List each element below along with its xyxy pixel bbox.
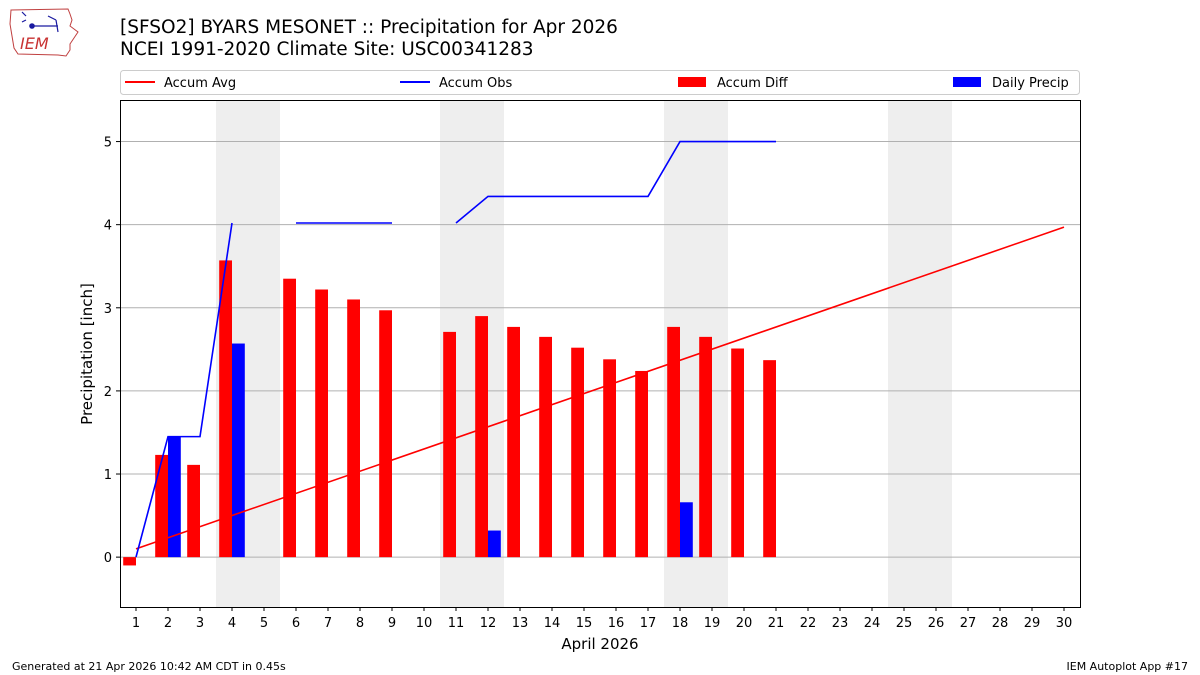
accum-diff-bar (123, 557, 136, 566)
legend-accum-diff-swatch (678, 77, 706, 87)
accum-diff-bar (731, 348, 744, 558)
footer-app: IEM Autoplot App #17 (1066, 660, 1189, 673)
x-tick-label: 4 (228, 616, 236, 631)
accum-diff-bar (347, 299, 360, 558)
accum-diff-bar (315, 289, 328, 558)
x-tick-label: 22 (800, 616, 817, 631)
logo-text: IEM (20, 34, 49, 53)
x-tick-label: 5 (260, 616, 268, 631)
footer-generated: Generated at 21 Apr 2026 10:42 AM CDT in… (12, 660, 286, 673)
y-tick-label: 0 (104, 551, 112, 566)
x-tick-label: 12 (480, 616, 497, 631)
accum-diff-bar (635, 370, 648, 558)
accum-diff-bar (571, 347, 584, 558)
legend-frame (120, 70, 1080, 95)
lines (135, 140, 1065, 558)
daily-precip-bar (680, 502, 693, 558)
accum-diff-bar (539, 336, 552, 558)
y-tick-label: 2 (104, 385, 112, 400)
x-tick-label: 28 (992, 616, 1009, 631)
x-tick-label: 27 (960, 616, 977, 631)
accum-diff-bar (603, 359, 616, 558)
x-tick-label: 9 (388, 616, 396, 631)
legend: Accum Avg Accum Obs Accum Diff Daily Precip (120, 70, 1080, 95)
x-tick-label: 15 (576, 616, 593, 631)
accum-diff-bar (763, 360, 776, 558)
x-tick-label: 7 (324, 616, 332, 631)
y-axis-label: Precipitation [inch] (78, 283, 96, 425)
x-tick-label: 25 (896, 616, 913, 631)
x-tick-label: 19 (704, 616, 721, 631)
x-tick-label: 20 (736, 616, 753, 631)
daily-precip-bar (168, 436, 181, 558)
x-tick-label: 30 (1056, 616, 1073, 631)
chart-title: [SFSO2] BYARS MESONET :: Precipitation f… (120, 17, 618, 38)
x-tick-label: 8 (356, 616, 364, 631)
accum-diff-bar (187, 464, 200, 558)
y-tick-label: 3 (104, 302, 112, 317)
x-tick-label: 11 (448, 616, 465, 631)
accum-diff-bar (699, 336, 712, 558)
legend-accum-avg-label: Accum Avg (164, 76, 236, 91)
x-axis-label: April 2026 (561, 635, 638, 653)
accum-obs-line (455, 140, 776, 224)
x-tick-label: 18 (672, 616, 689, 631)
x-tick-label: 24 (864, 616, 881, 631)
legend-daily-precip-swatch (953, 77, 981, 87)
plot-frame (120, 100, 1081, 608)
x-tick-label: 23 (832, 616, 849, 631)
y-tick-label: 1 (104, 468, 112, 483)
iem-logo: IEM (8, 6, 80, 58)
weekend-shade (888, 100, 952, 607)
x-tick-label: 16 (608, 616, 625, 631)
x-tick-label: 29 (1024, 616, 1041, 631)
x-tick-label: 17 (640, 616, 657, 631)
y-tick-label: 4 (104, 219, 112, 234)
x-tick-label: 26 (928, 616, 945, 631)
x-tick-label: 1 (132, 616, 140, 631)
accum-diff-bar (283, 278, 296, 558)
legend-accum-diff-label: Accum Diff (717, 76, 789, 91)
legend-daily-precip-label: Daily Precip (992, 76, 1069, 91)
x-tick-label: 6 (292, 616, 300, 631)
x-tick-label: 21 (768, 616, 785, 631)
accum-obs-line (135, 222, 233, 558)
accum-diff-bar (379, 310, 392, 558)
accum-diff-bar (219, 260, 232, 558)
x-tick-label: 14 (544, 616, 561, 631)
accum-diff-bar (443, 331, 456, 558)
x-axis-ticks: 1 2 3 4 5 6 7 8 9 10 11 12 13 14 15 16 17 18 19 20 21 22 23 24 2… (132, 607, 1072, 631)
accum-diff-bar (507, 326, 520, 558)
accum-avg-line (135, 226, 1065, 550)
x-tick-label: 2 (164, 616, 172, 631)
chart-subtitle: NCEI 1991-2020 Climate Site: USC00341283 (120, 39, 534, 60)
x-tick-label: 3 (196, 616, 204, 631)
accum-diff-bar (155, 454, 168, 558)
daily-precip-bar (488, 530, 501, 558)
accum-diff-bar (475, 316, 488, 558)
y-tick-label: 5 (104, 136, 112, 151)
legend-accum-obs-label: Accum Obs (439, 76, 512, 91)
bars (123, 260, 776, 566)
y-axis-ticks: 0 1 2 3 4 5 (104, 136, 120, 566)
daily-precip-bar (232, 343, 245, 558)
x-tick-label: 13 (512, 616, 529, 631)
y-gridlines (120, 141, 1080, 558)
x-tick-label: 10 (416, 616, 433, 631)
accum-diff-bar (667, 326, 680, 558)
